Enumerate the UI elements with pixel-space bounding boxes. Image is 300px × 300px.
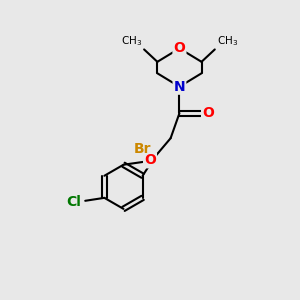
Text: N: N xyxy=(174,80,185,94)
Text: Cl: Cl xyxy=(66,195,81,209)
Text: O: O xyxy=(173,41,185,56)
Text: O: O xyxy=(144,153,156,167)
Text: O: O xyxy=(202,106,214,120)
Text: CH$_3$: CH$_3$ xyxy=(121,34,142,48)
Text: Br: Br xyxy=(134,142,152,157)
Text: CH$_3$: CH$_3$ xyxy=(217,34,238,48)
